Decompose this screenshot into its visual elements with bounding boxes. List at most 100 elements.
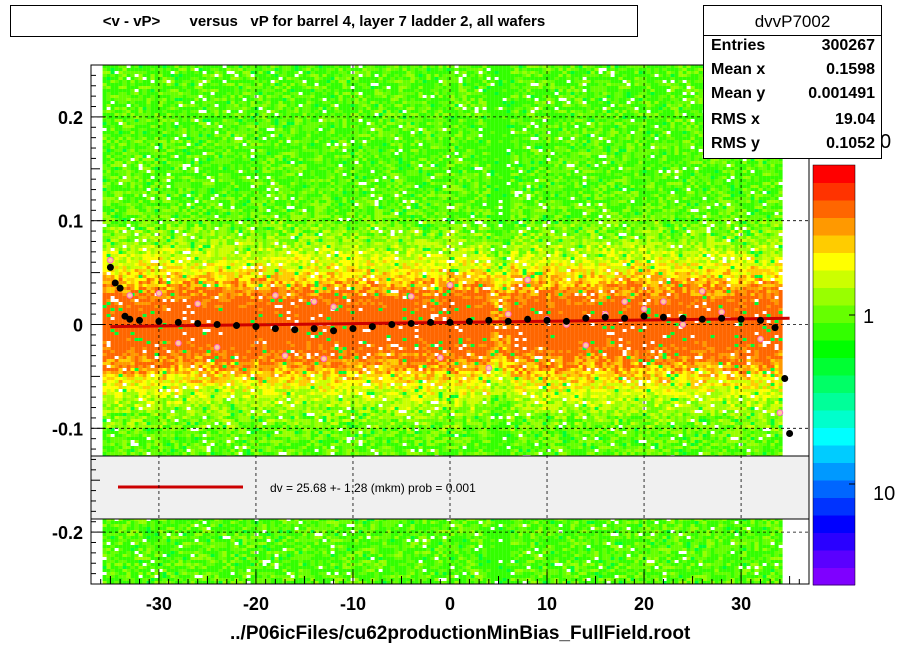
profile-point <box>311 325 318 332</box>
y-tick-label: 0 <box>73 316 83 336</box>
open-marker <box>661 299 667 305</box>
open-marker <box>321 356 327 362</box>
stats-value: 0.1052 <box>826 135 875 153</box>
color-scale-swatch <box>813 340 855 358</box>
profile-point <box>447 319 454 326</box>
profile-point <box>291 326 298 333</box>
profile-point <box>155 318 162 325</box>
y-tick-label: 0.1 <box>58 212 83 232</box>
stats-label: Entries <box>711 37 765 55</box>
color-scale-swatch <box>813 463 855 481</box>
profile-point <box>563 318 570 325</box>
color-scale-swatch <box>813 288 855 306</box>
stats-row-rms-y: RMS y 0.1052 <box>711 135 875 159</box>
profile-point <box>505 318 512 325</box>
stats-row-mean-y: Mean y 0.001491 <box>711 85 875 109</box>
open-marker <box>156 291 162 297</box>
x-tick-label: 0 <box>445 594 455 614</box>
color-scale-swatch <box>813 410 855 428</box>
open-marker <box>525 277 531 283</box>
profile-point <box>117 285 124 292</box>
x-axis-title: ../P06icFiles/cu62productionMinBias_Full… <box>230 623 690 645</box>
color-scale-swatch <box>813 183 855 201</box>
open-marker <box>437 355 443 361</box>
profile-point <box>427 319 434 326</box>
open-marker <box>331 304 337 310</box>
color-scale-swatch <box>813 323 855 341</box>
stats-label: Mean y <box>711 85 765 103</box>
profile-point <box>233 322 240 329</box>
profile-point <box>485 317 492 324</box>
open-marker <box>127 293 133 299</box>
profile-point <box>738 316 745 323</box>
color-scale-swatch <box>813 445 855 463</box>
stats-row-mean-x: Mean x 0.1598 <box>711 61 875 85</box>
profile-point <box>466 318 473 325</box>
profile-point <box>107 264 114 271</box>
profile-point <box>194 320 201 327</box>
y-tick-label: -0.2 <box>52 523 83 543</box>
open-marker <box>719 309 725 315</box>
color-scale-swatch <box>813 165 855 183</box>
open-marker <box>108 257 114 263</box>
open-marker <box>486 365 492 371</box>
profile-point <box>621 315 628 322</box>
color-scale-swatch <box>813 428 855 446</box>
x-tick-label: 10 <box>537 594 557 614</box>
profile-point <box>214 321 221 328</box>
color-scale-swatch <box>813 515 855 533</box>
profile-point <box>781 375 788 382</box>
color-scale-label-1: 1 <box>863 306 874 328</box>
stats-value: 0.1598 <box>826 61 875 79</box>
color-scale-swatch <box>813 270 855 288</box>
y-tick-label: 0.2 <box>58 108 83 128</box>
color-scale-swatch <box>813 550 855 568</box>
color-scale-swatch <box>813 200 855 218</box>
open-marker <box>176 340 182 346</box>
profile-point <box>272 325 279 332</box>
profile-point <box>175 319 182 326</box>
open-marker <box>311 299 317 305</box>
stats-name: dvvP7002 <box>704 8 881 36</box>
profile-point <box>786 430 793 437</box>
stats-row-rms-x: RMS x 19.04 <box>711 111 875 135</box>
color-scale-swatch <box>813 235 855 253</box>
open-marker <box>758 336 764 342</box>
y-tick-label: -0.1 <box>52 419 83 439</box>
x-tick-label: -10 <box>340 594 366 614</box>
color-scale-swatch <box>813 218 855 236</box>
stats-label: RMS x <box>711 111 760 129</box>
profile-point <box>524 316 531 323</box>
color-scale-swatch <box>813 375 855 393</box>
open-marker <box>680 322 686 328</box>
x-tick-label: 30 <box>731 594 751 614</box>
profile-point <box>330 327 337 334</box>
color-scale-swatch <box>813 480 855 498</box>
open-marker <box>699 288 705 294</box>
profile-point <box>369 323 376 330</box>
open-marker <box>447 282 453 288</box>
color-scale-swatch <box>813 533 855 551</box>
profile-point <box>602 314 609 321</box>
stats-value: 0.001491 <box>808 85 875 103</box>
profile-point <box>408 320 415 327</box>
open-marker <box>622 299 628 305</box>
stats-box: dvvP7002 Entries 300267 Mean x 0.1598 Me… <box>703 5 882 159</box>
profile-point <box>544 317 551 324</box>
color-scale-swatch <box>813 498 855 516</box>
profile-point <box>718 315 725 322</box>
profile-point <box>679 315 686 322</box>
open-marker <box>214 345 220 351</box>
stats-label: Mean x <box>711 61 765 79</box>
profile-point <box>349 325 356 332</box>
color-scale-swatch <box>813 568 855 586</box>
profile-point <box>757 317 764 324</box>
color-scale-swatch <box>813 305 855 323</box>
open-marker <box>641 306 647 312</box>
color-scale-swatch <box>813 253 855 271</box>
x-tick-label: -30 <box>146 594 172 614</box>
profile-point <box>252 323 259 330</box>
profile-point <box>136 317 143 324</box>
color-scale-label-10: 10 <box>873 483 895 505</box>
